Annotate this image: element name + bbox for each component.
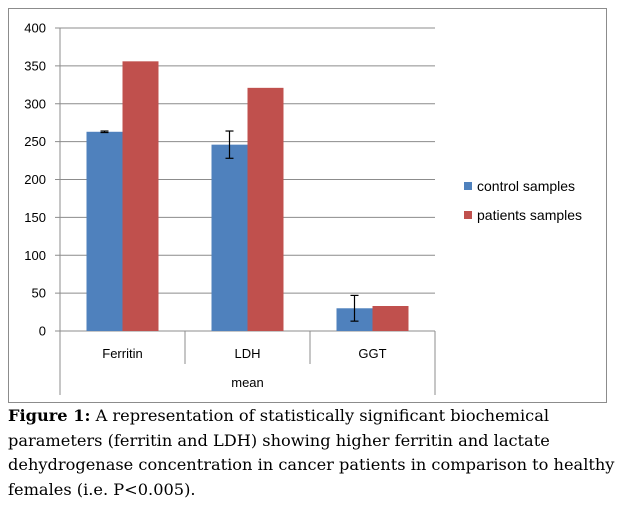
x-category-label: GGT [358,346,386,361]
legend-label: patients samples [477,207,582,223]
x-category-label: LDH [234,346,260,361]
y-tick-label: 100 [24,248,46,263]
caption-text: A representation of statistically signif… [8,406,615,499]
legend-swatch [464,211,472,219]
legend-label: control samples [477,178,575,194]
y-tick-label: 0 [39,324,46,339]
bar-control-samples-Ferritin [86,131,123,331]
y-tick-label: 300 [24,96,46,111]
legend-swatch [464,182,472,190]
bar-patients-samples-LDH [247,87,284,331]
y-tick-label: 400 [24,21,46,36]
figure-caption: Figure 1: A representation of statistica… [8,404,616,502]
bar-chart: 0 50 100 150 200 250 300 350 400 Ferritin LDH GGT me… [24,21,582,395]
x-category-label: Ferritin [102,346,142,361]
caption-label: Figure 1: [8,406,91,425]
y-tick-label: 250 [24,134,46,149]
y-tick-label: 200 [24,172,46,187]
y-tick-label: 150 [24,210,46,225]
bar-control-samples-LDH [211,144,248,331]
y-tick-label: 350 [24,58,46,73]
group-label: mean [231,375,264,390]
y-tick-label: 50 [32,286,46,301]
bar-patients-samples-Ferritin [122,61,159,332]
bar-patients-samples-GGT [372,306,409,331]
